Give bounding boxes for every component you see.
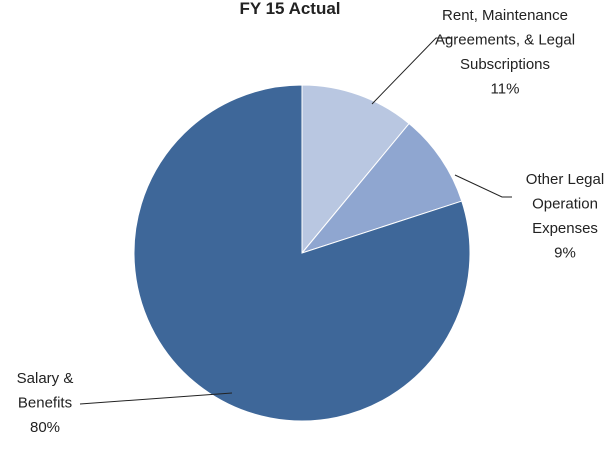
slice-label: Salary & Benefits: [17, 370, 74, 412]
leader-line: [371, 37, 452, 105]
leader-line: [454, 174, 512, 198]
pie-slice: [133, 84, 471, 422]
value-label: 9%: [554, 245, 576, 262]
pie-slice: [301, 84, 410, 255]
value-label: 11%: [491, 81, 520, 98]
chart-title: FY 15 Actual: [239, 0, 340, 18]
slice-label: Rent, Maintenance Agreements, & Legal Subs…: [435, 7, 575, 73]
pie: [133, 84, 471, 422]
pie-slice: [300, 122, 463, 255]
value-label: 80%: [30, 419, 60, 436]
slice-label: Other Legal Operation Expenses: [526, 171, 604, 237]
leader-line: [79, 392, 233, 405]
